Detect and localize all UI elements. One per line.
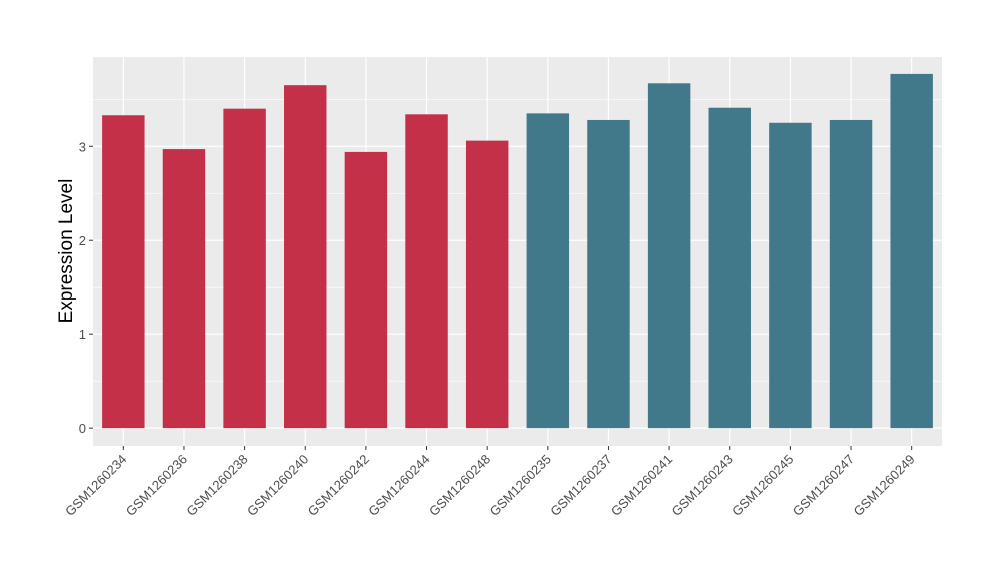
y-tick-label: 1 bbox=[79, 327, 86, 342]
bar bbox=[102, 115, 145, 429]
bar bbox=[829, 119, 873, 429]
x-tick-label: GSM1260243 bbox=[669, 452, 736, 519]
bar bbox=[587, 119, 630, 429]
x-tick-label: GSM1260244 bbox=[365, 452, 432, 519]
y-tick-label: 3 bbox=[79, 139, 86, 154]
panel-background bbox=[93, 57, 942, 446]
x-tick-label: GSM1260249 bbox=[850, 452, 917, 519]
x-tick-label: GSM1260247 bbox=[790, 452, 857, 519]
bar bbox=[284, 85, 327, 429]
x-tick-label: GSM1260240 bbox=[244, 452, 311, 519]
bar bbox=[647, 83, 691, 429]
y-axis-label: Expression Level bbox=[56, 179, 77, 324]
y-tick-label: 0 bbox=[79, 421, 86, 436]
x-tick-label: GSM1260245 bbox=[729, 452, 796, 519]
x-tick-label: GSM1260248 bbox=[426, 452, 493, 519]
x-tick-label: GSM1260234 bbox=[62, 452, 129, 519]
y-tick-label: 2 bbox=[79, 233, 86, 248]
x-tick-label: GSM1260236 bbox=[123, 452, 190, 519]
bar bbox=[465, 140, 509, 429]
x-tick-label: GSM1260241 bbox=[608, 452, 675, 519]
x-tick-label: GSM1260238 bbox=[183, 452, 250, 519]
x-tick-label: GSM1260242 bbox=[305, 452, 372, 519]
bar bbox=[769, 122, 812, 429]
bar bbox=[223, 108, 266, 429]
bar bbox=[162, 149, 206, 429]
bar bbox=[890, 73, 933, 429]
x-tick-label: GSM1260237 bbox=[547, 452, 614, 519]
bar bbox=[405, 114, 448, 429]
x-tick-label: GSM1260235 bbox=[487, 452, 554, 519]
bar bbox=[708, 107, 751, 429]
bar bbox=[344, 151, 388, 429]
bar bbox=[526, 113, 570, 429]
